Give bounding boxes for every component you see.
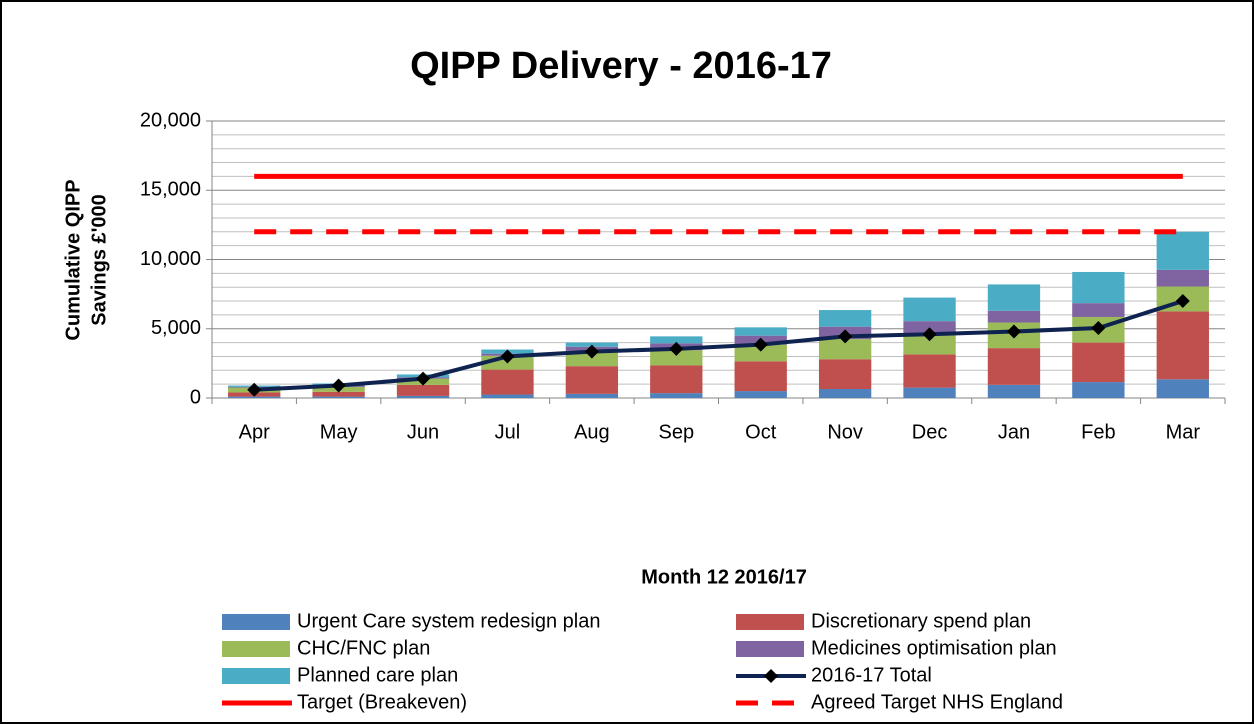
bar-segment [734,327,787,336]
bar-segment [818,388,872,398]
line-marker [1006,324,1021,339]
bar-segment [565,366,619,394]
legend-label: Planned care plan [297,664,458,686]
bar-segment [987,284,1041,311]
bar-segment [228,396,281,398]
bar-segment [312,391,365,397]
bar-segment [1156,231,1209,270]
line-marker [1091,321,1106,336]
x-tick-label: Aug [574,421,610,443]
bar-segment [818,310,872,327]
series-line [254,299,1184,392]
bar-segment [1072,382,1125,398]
bar-segment [396,384,450,396]
line-marker [247,382,262,397]
bar-segment [481,394,534,398]
x-tick-label: Feb [1081,421,1115,443]
bar-segment [1072,271,1125,304]
line-marker [753,337,768,352]
legend-swatch [222,614,290,630]
bar-segment [903,297,956,322]
bar-segment [734,391,787,398]
legend-swatch [222,668,290,684]
bar-segment [396,395,450,398]
line-marker [500,349,515,364]
bar-segment [987,310,1041,323]
y-axis-title-line: Cumulative QIPP [62,179,84,340]
y-tick-label: 20,000 [140,109,201,131]
y-tick-label: 15,000 [140,179,201,201]
legend-swatch [736,614,804,630]
bar-segment [1156,379,1209,398]
chart-title: QIPP Delivery - 2016-17 [410,45,832,87]
y-tick-label: 5,000 [151,317,201,339]
x-tick-label: Sep [658,421,694,443]
bar-segment [650,365,703,394]
y-axis-title: Cumulative QIPP Savings £'000 [62,179,110,340]
y-tick-label: 0 [190,386,201,408]
bar-segment [650,393,703,398]
legend-swatch [222,641,290,657]
legend-label: CHC/FNC plan [297,637,430,659]
bar-segment [650,336,703,344]
bar-segment [650,350,703,366]
legend-label: Medicines optimisation plan [811,637,1057,659]
bar-segment [565,393,619,398]
legend-marker [764,669,778,683]
line-marker [838,329,853,344]
bar-segment [903,333,956,355]
bar-segment [1156,311,1209,380]
y-axis-title-line: Savings £'000 [88,194,110,326]
line-marker [584,344,599,359]
x-tick-label: Jun [407,421,439,443]
line-marker [922,327,937,342]
legend-swatch [736,641,804,657]
legend-label: Agreed Target NHS England [811,691,1063,713]
bar-segment [734,361,787,392]
line-marker [416,371,431,386]
x-tick-label: Oct [745,421,777,443]
bar-segment [818,359,872,389]
bar-segment [312,396,365,398]
bar-segment [987,384,1041,398]
bar-segment [1072,303,1125,317]
bar-segment [734,344,787,362]
legend-label: Urgent Care system redesign plan [297,610,600,632]
legend-label: Target (Breakeven) [297,691,467,713]
bar-segment [903,354,956,388]
x-tick-label: Nov [827,421,863,443]
x-tick-label: May [320,421,358,443]
legend-label: Discretionary spend plan [811,610,1031,632]
x-tick-label: Jul [495,421,521,443]
legend-label: 2016-17 Total [811,664,932,686]
bar-segment [1156,269,1209,287]
bar-segment [481,369,534,395]
line-marker [1175,294,1190,309]
bar-segment [903,387,956,398]
x-tick-label: Jan [998,421,1030,443]
chart-subtitle: Month 12 2016/17 [641,566,807,588]
x-tick-label: Mar [1166,421,1201,443]
bar-segment [987,348,1041,385]
x-tick-label: Apr [239,421,270,443]
y-tick-label: 10,000 [140,248,201,270]
line-marker [331,378,346,393]
bar-segment [818,339,872,360]
bar-segment [1072,342,1125,383]
x-tick-label: Dec [912,421,948,443]
line-marker [669,341,684,356]
